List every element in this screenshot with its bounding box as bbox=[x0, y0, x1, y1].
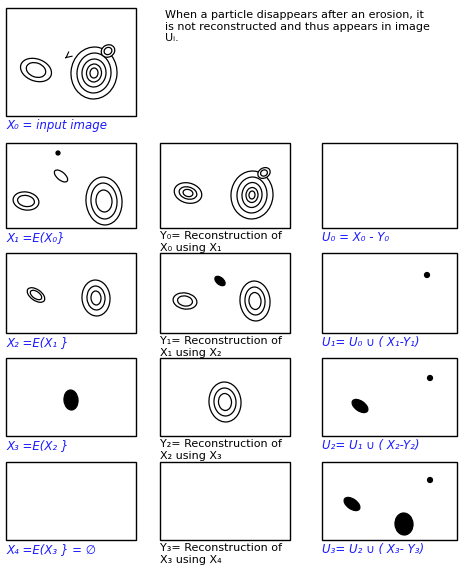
Bar bbox=[6, 358, 136, 436]
Ellipse shape bbox=[258, 168, 270, 179]
Text: Y₀= Reconstruction of
X₀ using X₁: Y₀= Reconstruction of X₀ using X₁ bbox=[160, 231, 282, 253]
Ellipse shape bbox=[425, 273, 430, 278]
Ellipse shape bbox=[246, 188, 258, 203]
Text: Y₁= Reconstruction of
X₁ using X₂: Y₁= Reconstruction of X₁ using X₂ bbox=[160, 336, 282, 357]
Text: Y₂= Reconstruction of
X₂ using X₃: Y₂= Reconstruction of X₂ using X₃ bbox=[160, 439, 282, 460]
Text: X₃ =E(X₂ }: X₃ =E(X₂ } bbox=[6, 439, 68, 452]
Ellipse shape bbox=[215, 277, 225, 286]
Ellipse shape bbox=[21, 58, 51, 82]
Text: Y₃= Reconstruction of
X₃ using X₄: Y₃= Reconstruction of X₃ using X₄ bbox=[160, 543, 282, 564]
Bar bbox=[6, 253, 136, 333]
Ellipse shape bbox=[91, 183, 117, 219]
Ellipse shape bbox=[77, 53, 111, 93]
Text: X₂ =E(X₁ }: X₂ =E(X₁ } bbox=[6, 336, 68, 349]
Text: U₂= U₁ ∪ ( X₂-Y₂): U₂= U₁ ∪ ( X₂-Y₂) bbox=[322, 439, 419, 452]
Text: U₁= U₀ ∪ ( X₁-Y₁): U₁= U₀ ∪ ( X₁-Y₁) bbox=[322, 336, 419, 349]
Ellipse shape bbox=[237, 177, 267, 213]
Ellipse shape bbox=[261, 170, 268, 176]
Ellipse shape bbox=[26, 63, 46, 77]
Ellipse shape bbox=[427, 477, 432, 483]
Bar bbox=[322, 143, 457, 228]
Ellipse shape bbox=[231, 171, 273, 219]
Ellipse shape bbox=[352, 399, 368, 413]
Ellipse shape bbox=[104, 47, 112, 55]
Ellipse shape bbox=[54, 170, 68, 182]
Ellipse shape bbox=[13, 192, 39, 210]
Ellipse shape bbox=[173, 293, 197, 309]
Ellipse shape bbox=[30, 290, 42, 300]
Bar bbox=[322, 462, 457, 540]
Ellipse shape bbox=[86, 64, 101, 82]
Ellipse shape bbox=[183, 189, 193, 197]
Bar bbox=[322, 253, 457, 333]
Ellipse shape bbox=[242, 183, 262, 208]
Ellipse shape bbox=[86, 177, 122, 225]
Bar bbox=[6, 143, 136, 228]
Ellipse shape bbox=[18, 195, 35, 207]
Ellipse shape bbox=[245, 287, 265, 315]
Ellipse shape bbox=[56, 151, 60, 155]
Bar bbox=[160, 358, 290, 436]
Bar bbox=[322, 358, 457, 436]
Bar bbox=[6, 462, 136, 540]
Ellipse shape bbox=[395, 513, 413, 535]
Text: X₄ =E(X₃ } = ∅: X₄ =E(X₃ } = ∅ bbox=[6, 543, 96, 556]
Ellipse shape bbox=[82, 59, 106, 87]
Ellipse shape bbox=[427, 376, 432, 381]
Ellipse shape bbox=[27, 288, 45, 302]
Ellipse shape bbox=[209, 382, 241, 422]
Ellipse shape bbox=[174, 183, 202, 203]
Bar bbox=[160, 462, 290, 540]
Ellipse shape bbox=[214, 388, 236, 416]
Ellipse shape bbox=[101, 45, 115, 57]
Ellipse shape bbox=[344, 497, 360, 510]
Text: When a particle disappears after an erosion, it
is not reconstructed and thus ap: When a particle disappears after an eros… bbox=[165, 10, 430, 43]
Ellipse shape bbox=[177, 296, 192, 306]
Ellipse shape bbox=[96, 190, 112, 212]
Text: X₁ =E(X₀}: X₁ =E(X₀} bbox=[6, 231, 64, 244]
Bar bbox=[6, 8, 136, 116]
Bar bbox=[160, 143, 290, 228]
Ellipse shape bbox=[90, 68, 98, 78]
Ellipse shape bbox=[87, 286, 105, 310]
Ellipse shape bbox=[249, 191, 255, 199]
Ellipse shape bbox=[82, 280, 110, 316]
Ellipse shape bbox=[64, 390, 78, 410]
Bar bbox=[160, 253, 290, 333]
Ellipse shape bbox=[91, 291, 101, 305]
Ellipse shape bbox=[179, 187, 197, 199]
Ellipse shape bbox=[249, 292, 261, 310]
Text: U₀ = X₀ - Y₀: U₀ = X₀ - Y₀ bbox=[322, 231, 389, 244]
Ellipse shape bbox=[219, 394, 232, 410]
Text: X₀ = input image: X₀ = input image bbox=[6, 119, 107, 132]
Text: U₃= U₂ ∪ ( X₃- Y₃): U₃= U₂ ∪ ( X₃- Y₃) bbox=[322, 543, 424, 556]
Ellipse shape bbox=[71, 47, 117, 99]
Ellipse shape bbox=[240, 281, 270, 321]
